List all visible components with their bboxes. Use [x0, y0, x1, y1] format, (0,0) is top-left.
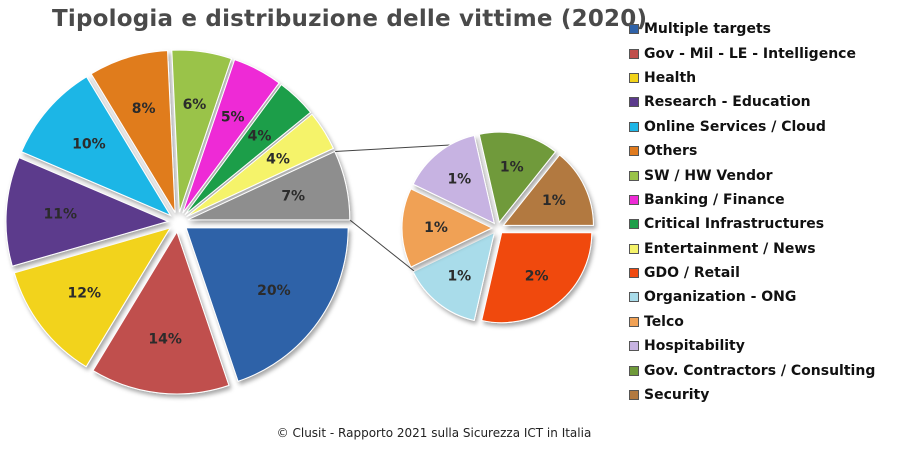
legend-swatch	[629, 146, 639, 157]
secondary-pie-slice-gdo-retail	[481, 232, 593, 324]
main-pie-label-other: 7%	[281, 189, 305, 205]
legend-label: Hospitability	[644, 338, 745, 355]
legend-item-security: Security	[629, 383, 875, 407]
legend-swatch	[629, 24, 639, 35]
main-pie-slice-multiple-targets	[185, 227, 349, 382]
legend-item-others: Others	[629, 139, 875, 163]
legend-swatch	[629, 170, 639, 181]
secondary-pie-label-gov-contractors-consulting: 1%	[500, 160, 524, 176]
main-pie-label-entertainment-news: 4%	[266, 151, 290, 167]
legend-label: Organization - ONG	[644, 289, 797, 306]
legend-item-organization-ong: Organization - ONG	[629, 285, 875, 309]
legend-label: Multiple targets	[644, 21, 771, 38]
legend-label: Critical Infrastructures	[644, 216, 825, 233]
secondary-pie-slice-organization-ong	[412, 231, 495, 322]
legend-swatch	[629, 194, 639, 205]
legend-label: Security	[644, 387, 710, 404]
legend-swatch	[629, 219, 639, 230]
legend-label: Research - Education	[644, 94, 811, 111]
legend-swatch	[629, 292, 639, 303]
legend-swatch	[629, 316, 639, 327]
legend-swatch	[629, 72, 639, 83]
legend-swatch	[629, 365, 639, 376]
main-pie-label-health: 12%	[68, 286, 102, 302]
main-pie-slice-critical-infrastructures	[184, 83, 312, 216]
legend-item-gov-contractors-consulting: Gov. Contractors / Consulting	[629, 358, 875, 382]
main-pie-label-research-education: 11%	[43, 207, 77, 223]
main-pie-label-others: 8%	[132, 101, 156, 117]
legend-item-banking-finance: Banking / Finance	[629, 188, 875, 212]
legend-swatch	[629, 341, 639, 352]
secondary-pie: 2% 1% 1% 1% 1% 1%	[401, 131, 594, 324]
legend-swatch	[629, 243, 639, 254]
main-pie: 20%14%12%11%10%8% 6%5%4%4%7%	[5, 49, 351, 395]
main-pie-slice-health	[13, 227, 172, 368]
legend-label: GDO / Retail	[644, 265, 740, 282]
main-pie-label-banking-finance: 5%	[221, 109, 245, 125]
main-pie-label-multiple-targets: 20%	[257, 283, 291, 299]
secondary-pie-label-organization-ong: 1%	[447, 268, 471, 284]
legend-label: Others	[644, 143, 698, 160]
main-pie-label-online-services-cloud: 10%	[72, 137, 106, 153]
legend-swatch	[629, 390, 639, 401]
legend-label: Health	[644, 69, 697, 86]
secondary-pie-label-gdo-retail: 2%	[525, 268, 549, 284]
legend-item-critical-infrastructures: Critical Infrastructures	[629, 212, 875, 236]
legend-item-entertainment-news: Entertainment / News	[629, 237, 875, 261]
main-pie-label-sw-hw-vendor: 6%	[183, 97, 207, 113]
secondary-pie-label-hospitability: 1%	[447, 172, 471, 188]
legend-label: Online Services / Cloud	[644, 118, 826, 135]
main-pie-label-gov-mil-le-intelligence: 14%	[148, 331, 182, 347]
main-pie-slice-gov-mil-le-intelligence	[92, 230, 230, 395]
legend-swatch	[629, 48, 639, 59]
secondary-pie-slice-telco	[401, 188, 494, 268]
legend-item-sw-hw-vendor: SW / HW Vendor	[629, 163, 875, 187]
legend-label: Gov. Contractors / Consulting	[644, 362, 876, 379]
secondary-pie-slice-security	[502, 154, 594, 226]
secondary-pie-slice-hospitability	[412, 134, 495, 225]
legend: Multiple targets Gov - Mil - LE - Intelli…	[629, 17, 875, 407]
main-pie-slice-entertainment-news	[186, 113, 335, 218]
legend-label: Banking / Finance	[644, 191, 785, 208]
chart-title: Tipologia e distribuzione delle vittime …	[52, 6, 648, 32]
connector-line-top	[334, 143, 469, 153]
main-pie-slice-banking-finance	[182, 59, 280, 214]
legend-swatch	[629, 268, 639, 279]
legend-swatch	[629, 121, 639, 132]
main-pie-slice-others	[90, 50, 176, 213]
legend-item-hospitability: Hospitability	[629, 334, 875, 358]
main-pie-slice-sw-hw-vendor	[171, 49, 233, 213]
legend-swatch	[629, 97, 639, 108]
legend-label: SW / HW Vendor	[644, 167, 773, 184]
legend-item-multiple-targets: Multiple targets	[629, 17, 875, 41]
legend-item-online-services-cloud: Online Services / Cloud	[629, 115, 875, 139]
legend-label: Gov - Mil - LE - Intelligence	[644, 45, 856, 62]
secondary-pie-label-telco: 1%	[424, 220, 448, 236]
legend-item-research-education: Research - Education	[629, 90, 875, 114]
secondary-pie-slice-gov-contractors-consulting	[478, 131, 557, 224]
legend-item-gov-mil-le-intelligence: Gov - Mil - LE - Intelligence	[629, 41, 875, 65]
main-pie-slice-research-education	[5, 156, 170, 267]
main-pie-slice-other	[187, 150, 351, 221]
legend-item-health: Health	[629, 66, 875, 90]
legend-label: Telco	[644, 313, 684, 330]
main-pie-slice-online-services-cloud	[20, 76, 172, 217]
legend-label: Entertainment / News	[644, 240, 816, 257]
legend-item-telco: Telco	[629, 310, 875, 334]
legend-item-gdo-retail: GDO / Retail	[629, 261, 875, 285]
main-pie-label-critical-infrastructures: 4%	[248, 129, 272, 145]
footer-credit: © Clusit - Rapporto 2021 sulla Sicurezza…	[276, 426, 592, 440]
secondary-pie-label-security: 1%	[542, 193, 566, 209]
